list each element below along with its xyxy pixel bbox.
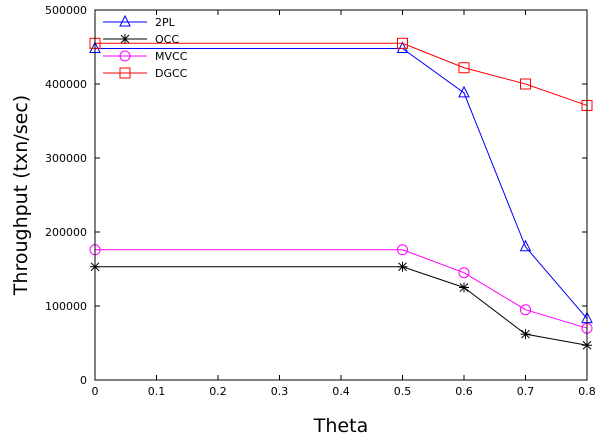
legend-marker <box>119 50 131 62</box>
x-axis-label: Theta <box>313 415 368 437</box>
data-point-2pl <box>396 41 409 53</box>
legend-label: 2PL <box>155 16 176 29</box>
series-2pl <box>89 41 593 324</box>
legend-marker <box>119 67 131 79</box>
y-tick-label: 500000 <box>45 4 87 17</box>
y-tick-label: 0 <box>80 374 87 387</box>
x-tick-label: 0.1 <box>148 385 166 398</box>
y-tick-label: 400000 <box>45 78 87 91</box>
legend-label: OCC <box>155 33 179 46</box>
data-point-mvcc <box>458 267 470 279</box>
y-tick-label: 300000 <box>45 152 87 165</box>
series-line-2pl <box>95 47 588 319</box>
legend-label: MVCC <box>155 50 188 63</box>
series-line-occ <box>95 266 588 346</box>
legend-label: DGCC <box>155 67 188 80</box>
x-tick-label: 0 <box>92 385 99 398</box>
series-occ <box>90 261 592 351</box>
x-tick-label: 0.3 <box>271 385 289 398</box>
y-axis-label: Throughput (txn/sec) <box>10 95 32 296</box>
data-point-2pl <box>519 239 532 252</box>
series-line-dgcc <box>95 42 588 106</box>
x-tick-label: 0.6 <box>455 385 473 398</box>
data-point-dgcc <box>397 37 408 49</box>
data-point-dgcc <box>458 62 470 74</box>
x-tick-label: 0.2 <box>209 385 227 398</box>
data-point-2pl <box>458 85 470 98</box>
y-tick-label: 200000 <box>45 226 87 239</box>
legend-item-2pl: 2PL <box>103 14 176 29</box>
legend-item-occ: OCC <box>103 33 179 46</box>
legend-item-mvcc: MVCC <box>103 50 188 63</box>
data-point-occ <box>520 329 531 340</box>
y-tick-label: 100000 <box>45 300 87 313</box>
axis-ticks: 0 0.1 0.2 0.3 0.4 0.5 0.6 0.7 0.8 0 100000 200000 30… <box>45 4 596 398</box>
series-line-mvcc <box>95 249 588 329</box>
data-point-dgcc <box>520 78 531 90</box>
data-point-occ <box>397 261 408 272</box>
x-tick-label: 0.7 <box>517 385 535 398</box>
chart-marks <box>89 37 593 351</box>
x-tick-label: 0.5 <box>394 385 412 398</box>
data-point-mvcc <box>397 244 408 256</box>
x-tick-label: 0.8 <box>578 385 596 398</box>
x-tick-label: 0.4 <box>332 385 350 398</box>
legend-item-dgcc: DGCC <box>103 67 188 80</box>
legend-marker <box>120 34 130 44</box>
data-point-mvcc <box>520 304 531 316</box>
series-mvcc <box>89 244 593 334</box>
data-point-occ <box>459 282 469 293</box>
legend-marker <box>119 14 131 27</box>
legend: 2PL OCC MVCC DGCC <box>103 14 188 80</box>
